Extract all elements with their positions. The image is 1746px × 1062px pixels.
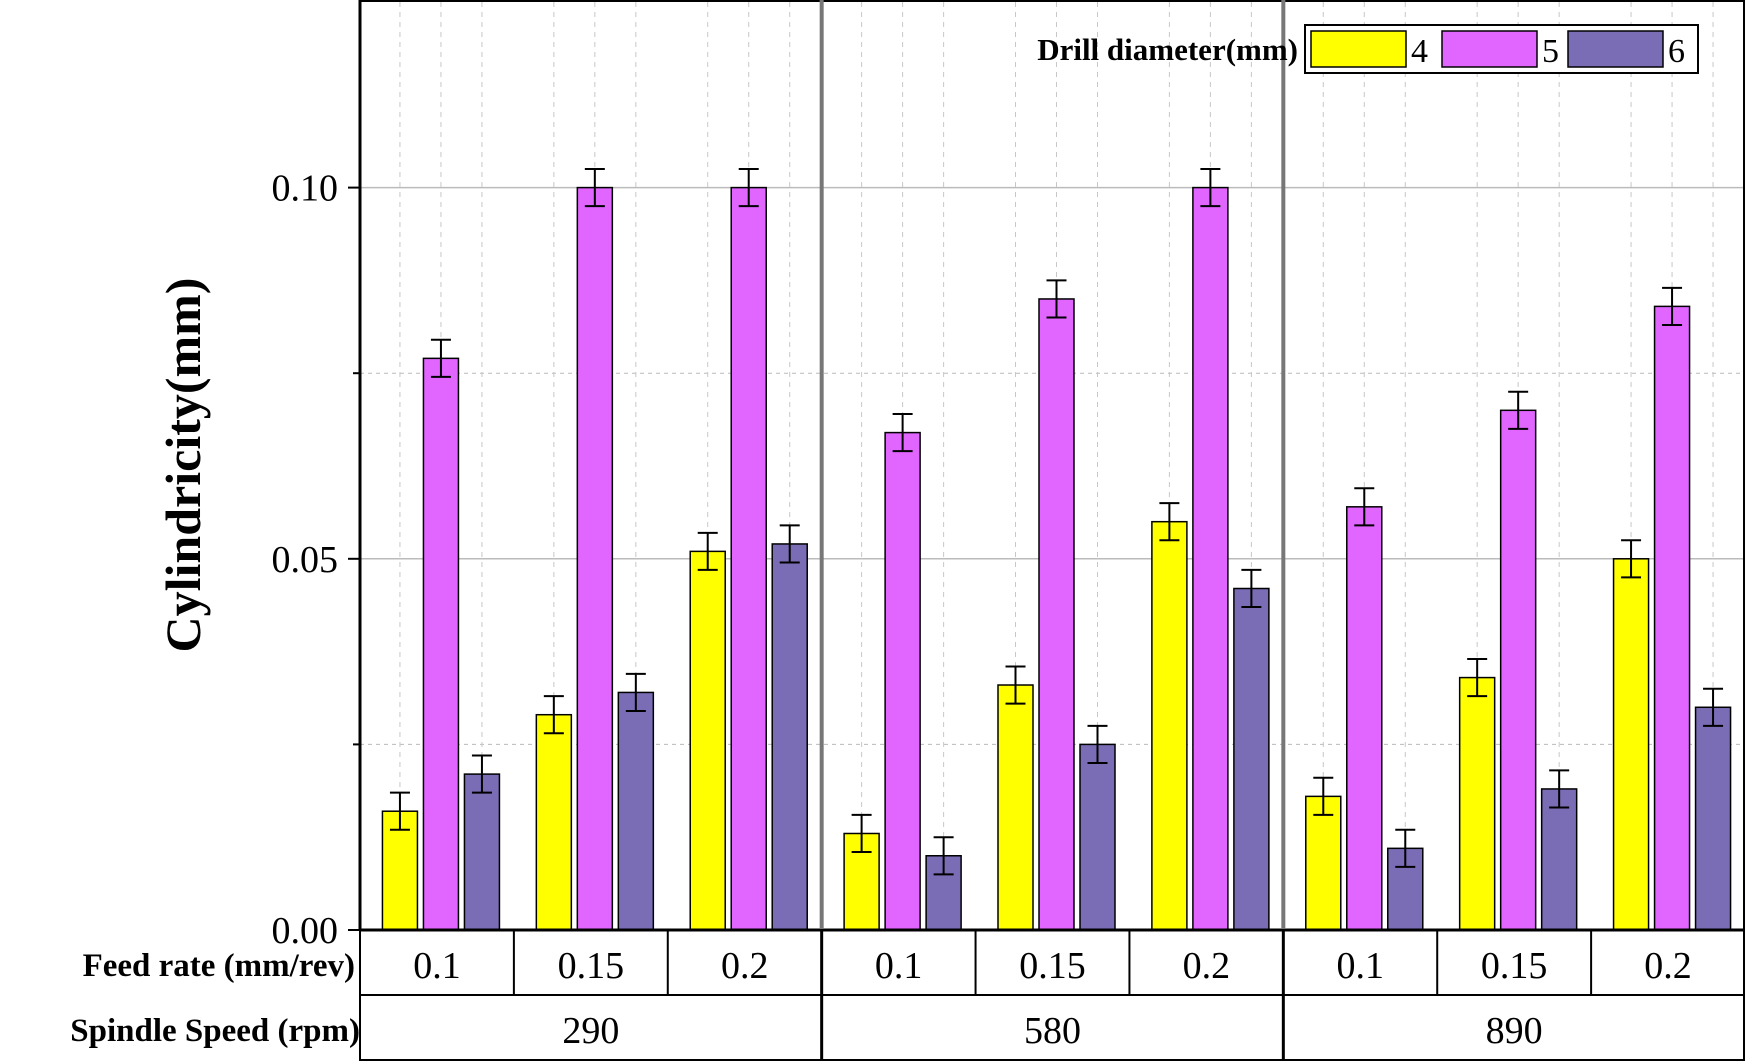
bar-speed-890-feed-0.15-d4 [1458, 676, 1496, 931]
spindle-speed-label: 890 [1486, 1010, 1543, 1052]
y-tick-label: 0.10 [272, 168, 339, 210]
feed-rate-label: 0.1 [875, 945, 923, 987]
feed-rate-label: 0.1 [1337, 945, 1385, 987]
legend-swatch-6 [1567, 30, 1664, 68]
legend-label-4: 4 [1411, 33, 1428, 70]
bar-speed-890-feed-0.1-d5 [1346, 506, 1383, 931]
axis-layer: 0.00 0.05 0.10 [272, 168, 360, 952]
y-tick-label: 0.05 [272, 539, 339, 581]
bar-speed-290-feed-0.2-d5 [730, 186, 767, 931]
spindle-speed-row-label: Spindle Speed (rpm) [70, 1013, 360, 1049]
bar-speed-580-feed-0.2-d5 [1192, 186, 1229, 931]
bar-speed-890-feed-0.2-d5 [1653, 305, 1691, 931]
bar-speed-290-feed-0.15-d4 [535, 713, 573, 931]
spindle-speed-label: 290 [562, 1010, 619, 1052]
bar-speed-580-feed-0.15-d6 [1079, 743, 1116, 931]
feed-rate-label: 0.2 [1644, 945, 1692, 987]
spindle-speed-label: 580 [1024, 1010, 1081, 1052]
bar-speed-580-feed-0.15-d5 [1038, 298, 1075, 931]
bar-speed-290-feed-0.2-d6 [771, 543, 808, 931]
bar-speed-580-feed-0.1-d5 [884, 431, 921, 931]
bar-speed-890-feed-0.2-d4 [1612, 558, 1650, 931]
legend: Drill diameter(mm) 4 5 6 [1037, 24, 1699, 74]
feed-rate-label: 0.15 [1019, 945, 1086, 987]
legend-title: Drill diameter(mm) [1037, 32, 1298, 67]
bar-speed-290-feed-0.1-d5 [422, 357, 460, 931]
bar-speed-290-feed-0.1-d6 [463, 773, 501, 931]
bar-speed-580-feed-0.2-d6 [1233, 587, 1270, 931]
feed-rate-label: 0.2 [1183, 945, 1231, 987]
y-tick-label: 0.00 [272, 910, 339, 952]
bar-speed-890-feed-0.2-d6 [1694, 706, 1732, 931]
y-axis-label: Cylindricity(mm) [155, 278, 211, 653]
bar-speed-580-feed-0.2-d4 [1151, 520, 1188, 931]
feed-rate-row-label: Feed rate (mm/rev) [83, 948, 355, 984]
bar-speed-290-feed-0.15-d5 [576, 186, 614, 931]
legend-swatch-5 [1441, 30, 1538, 68]
legend-swatch-4 [1310, 30, 1407, 68]
feed-rate-label: 0.15 [558, 945, 625, 987]
bars-layer [381, 168, 1732, 931]
bar-speed-290-feed-0.15-d6 [617, 691, 655, 931]
bar-speed-890-feed-0.15-d6 [1540, 788, 1578, 931]
category-table: 0.1 0.15 0.2 290 0.1 0.15 0.2 580 0.1 0.15 0.2 890 F… [70, 929, 1745, 1061]
bar-speed-290-feed-0.2-d4 [689, 550, 726, 931]
bar-speed-890-feed-0.1-d4 [1305, 795, 1342, 931]
feed-rate-label: 0.1 [413, 945, 461, 987]
legend-label-6: 6 [1668, 33, 1685, 70]
feed-rate-label: 0.15 [1481, 945, 1548, 987]
legend-label-5: 5 [1542, 33, 1559, 70]
bar-speed-890-feed-0.15-d5 [1499, 409, 1537, 931]
bar-speed-580-feed-0.15-d4 [997, 684, 1034, 931]
feed-rate-label: 0.2 [721, 945, 769, 987]
